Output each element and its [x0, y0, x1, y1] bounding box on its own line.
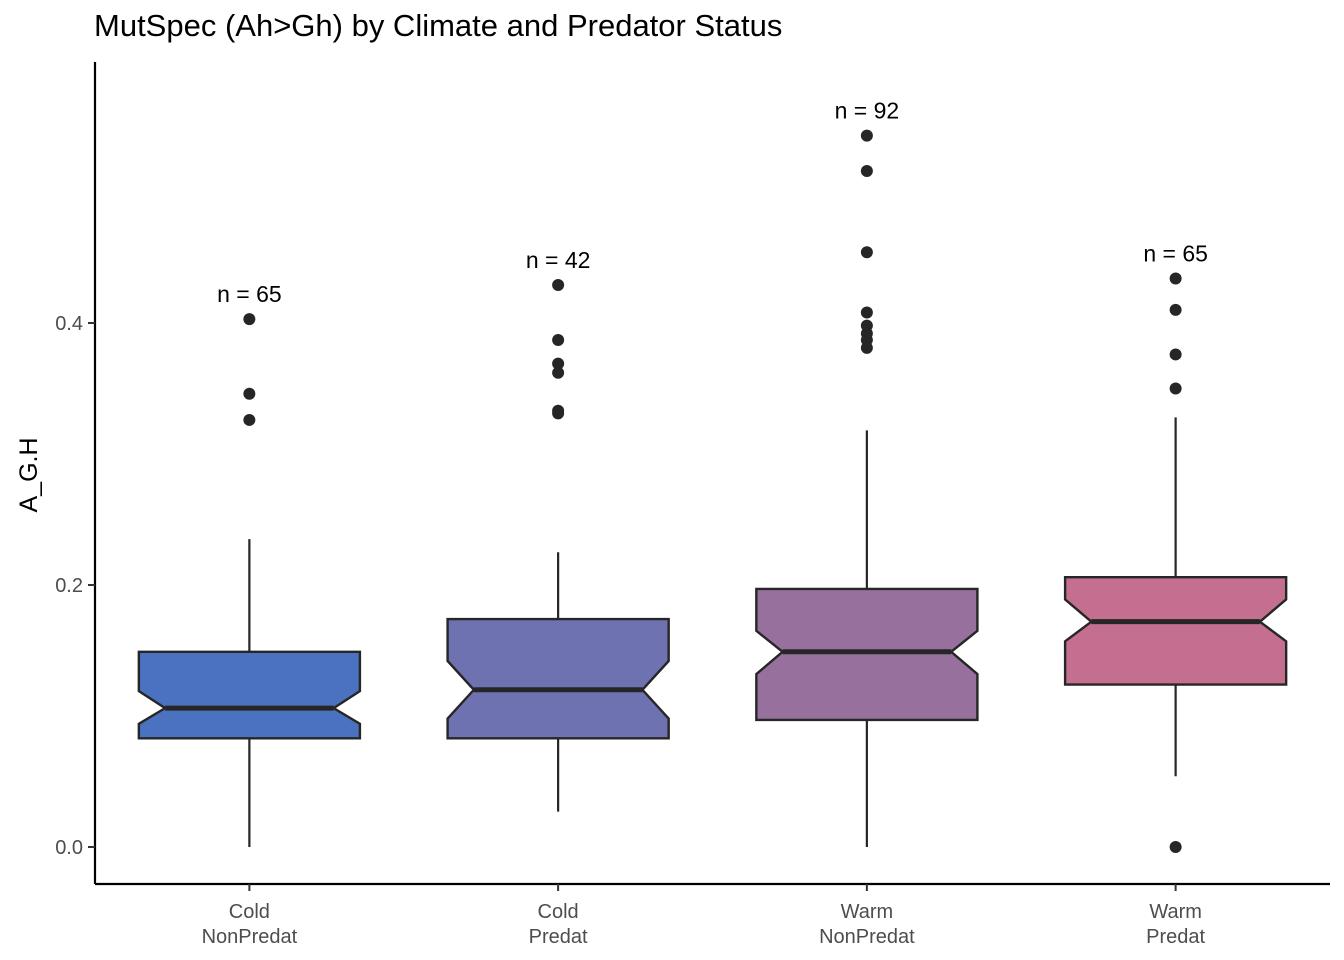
y-ticks: 0.0 0.2 0.4: [55, 313, 95, 859]
notched-box: [139, 652, 360, 738]
outlier-point: [1170, 348, 1182, 360]
outlier-point: [243, 414, 255, 426]
x-tick-label-line: Warm: [841, 901, 894, 923]
box-group: n = 65: [1065, 240, 1286, 853]
outlier-point: [243, 313, 255, 325]
x-tick-label: Warm NonPredat: [819, 901, 915, 948]
outlier-point: [1170, 383, 1182, 395]
x-tick-label: Cold NonPredat: [202, 901, 298, 948]
outlier-point: [552, 367, 564, 379]
outlier-point: [552, 407, 564, 419]
box-group: n = 92: [756, 98, 977, 847]
boxes-layer: n = 65 n = 42 n = 92 n = 65: [139, 98, 1286, 853]
y-tick-label: 0.0: [55, 837, 83, 859]
outlier-point: [861, 307, 873, 319]
outlier-point: [861, 342, 873, 354]
x-tick-label-line: NonPredat: [819, 926, 915, 948]
outlier-point: [552, 279, 564, 291]
x-tick-label-line: Cold: [229, 901, 270, 923]
x-tick-label-line: Predat: [1146, 926, 1205, 948]
outlier-point: [1170, 304, 1182, 316]
x-tick-label: Cold Predat: [529, 901, 588, 948]
n-count-label: n = 92: [835, 98, 900, 124]
outlier-point: [1170, 841, 1182, 853]
notched-box: [448, 619, 669, 738]
box-group: n = 65: [139, 281, 360, 847]
x-tick-label: Warm Predat: [1146, 901, 1205, 948]
y-tick-label: 0.4: [55, 313, 83, 335]
x-tick-label-line: NonPredat: [202, 926, 298, 948]
notched-box: [1065, 577, 1286, 684]
axes-layer: [95, 62, 1330, 884]
y-axis-label: A_G.H: [15, 437, 43, 512]
outlier-point: [861, 165, 873, 177]
outlier-point: [861, 246, 873, 258]
n-count-label: n = 42: [526, 247, 591, 273]
notched-box: [756, 589, 977, 720]
outlier-point: [1170, 272, 1182, 284]
box-group: n = 42: [448, 247, 669, 812]
outlier-point: [552, 334, 564, 346]
n-count-label: n = 65: [217, 281, 282, 307]
x-tick-label-line: Warm: [1149, 901, 1202, 923]
x-tick-label-line: Predat: [529, 926, 588, 948]
x-tick-label-line: Cold: [538, 901, 579, 923]
outlier-point: [861, 130, 873, 142]
outlier-point: [243, 388, 255, 400]
y-tick-label: 0.2: [55, 575, 83, 597]
n-count-label: n = 65: [1143, 240, 1208, 266]
